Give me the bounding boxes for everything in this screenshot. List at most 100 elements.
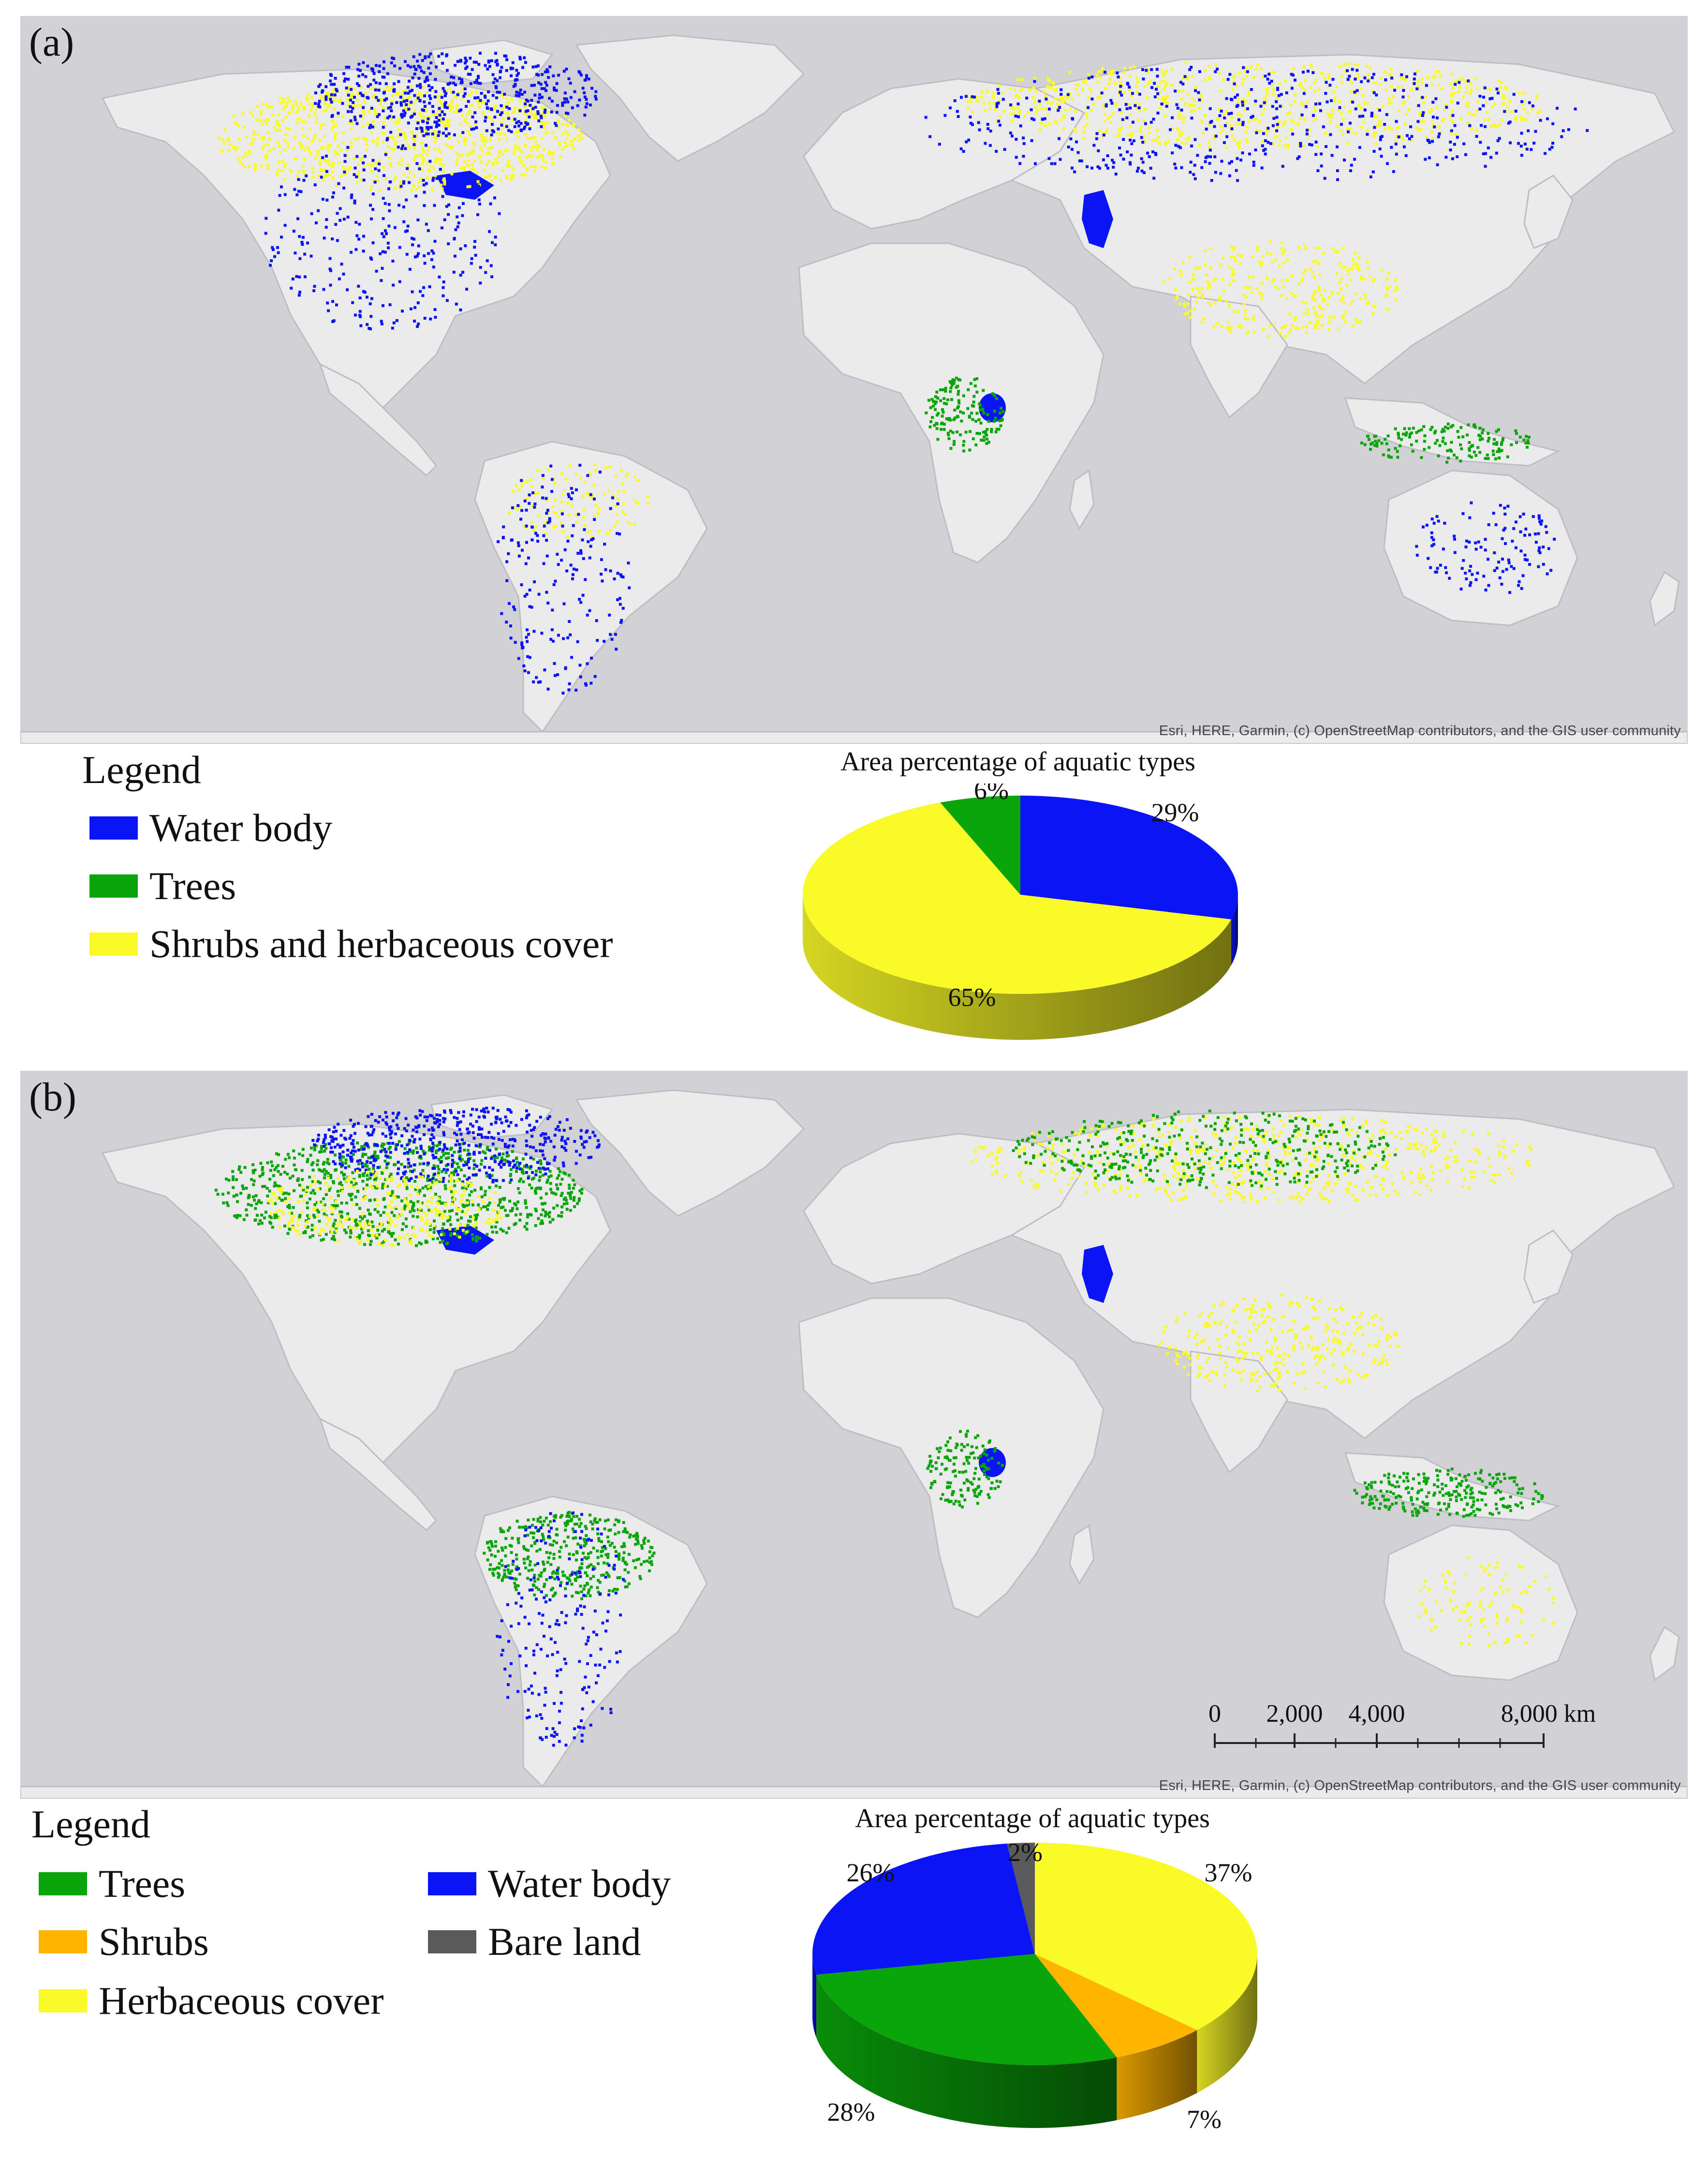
coverage-dot: [1252, 161, 1255, 164]
coverage-dot: [545, 131, 549, 134]
coverage-dot: [1190, 144, 1193, 148]
coverage-dot: [544, 1210, 547, 1213]
coverage-dot: [417, 163, 421, 167]
coverage-dot: [477, 1133, 480, 1136]
coverage-dot: [526, 100, 530, 103]
coverage-dot: [429, 126, 433, 129]
coverage-dot: [248, 150, 251, 153]
coverage-dot: [1535, 96, 1539, 99]
coverage-dot: [273, 1216, 277, 1219]
coverage-dot: [955, 385, 958, 389]
coverage-dot: [1247, 93, 1251, 96]
coverage-dot: [432, 251, 435, 255]
coverage-dot: [381, 250, 384, 253]
coverage-dot: [1198, 98, 1201, 102]
coverage-dot: [265, 103, 268, 106]
coverage-dot: [1397, 135, 1400, 139]
coverage-dot: [327, 92, 331, 96]
coverage-dot: [1420, 81, 1424, 85]
coverage-dot: [359, 324, 363, 327]
coverage-dot: [516, 504, 520, 507]
coverage-dot: [1002, 110, 1006, 113]
coverage-dot: [1128, 89, 1131, 92]
coverage-dot: [349, 1229, 353, 1232]
coverage-dot: [1229, 326, 1233, 329]
coverage-dot: [413, 1138, 416, 1141]
coverage-dot: [1137, 106, 1141, 109]
coverage-dot: [488, 1149, 491, 1152]
coverage-dot: [538, 1179, 541, 1182]
coverage-dot: [358, 296, 362, 299]
coverage-dot: [1212, 136, 1216, 140]
coverage-dot: [476, 96, 480, 99]
coverage-dot: [414, 68, 418, 71]
coverage-dot: [494, 236, 497, 239]
coverage-dot: [346, 154, 349, 157]
coverage-dot: [455, 108, 458, 111]
coverage-dot: [334, 98, 337, 102]
coverage-dot: [321, 1169, 324, 1173]
coverage-dot: [1388, 97, 1391, 101]
coverage-dot: [927, 399, 930, 402]
coverage-dot: [378, 64, 382, 68]
coverage-dot: [1231, 274, 1234, 277]
coverage-dot: [416, 1215, 419, 1218]
coverage-dot: [338, 161, 341, 164]
coverage-dot: [316, 149, 320, 153]
coverage-dot: [406, 64, 410, 67]
coverage-dot: [1284, 324, 1287, 327]
coverage-dot: [539, 469, 542, 473]
coverage-dot: [427, 1209, 431, 1212]
coverage-dot: [975, 95, 978, 99]
coverage-dot: [316, 152, 320, 156]
coverage-dot: [1449, 82, 1452, 86]
coverage-dot: [1225, 122, 1228, 125]
coverage-dot: [522, 480, 525, 483]
coverage-dot: [523, 1165, 526, 1168]
coverage-dot: [488, 138, 492, 142]
coverage-dot: [1063, 99, 1066, 103]
coverage-dot: [1337, 108, 1340, 111]
coverage-dot: [1348, 79, 1352, 82]
coverage-dot: [394, 142, 397, 146]
coverage-dot: [568, 620, 571, 623]
coverage-dot: [574, 513, 578, 517]
coverage-dot: [1477, 540, 1480, 544]
coverage-dot: [1359, 297, 1362, 301]
coverage-dot: [1032, 118, 1036, 121]
coverage-dot: [406, 163, 410, 166]
coverage-dot: [1142, 119, 1146, 122]
coverage-dot: [1069, 107, 1072, 111]
coverage-dot: [1439, 563, 1442, 567]
coverage-dot: [527, 1175, 530, 1178]
coverage-dot: [519, 122, 523, 125]
coverage-dot: [545, 161, 548, 164]
coverage-dot: [1044, 124, 1047, 127]
coverage-dot: [1354, 107, 1357, 111]
coverage-dot: [560, 559, 563, 562]
coverage-dot: [1435, 106, 1439, 109]
coverage-dot: [588, 609, 591, 612]
coverage-dot: [430, 188, 434, 191]
coverage-dot: [515, 78, 519, 81]
coverage-dot: [460, 1216, 463, 1220]
coverage-dot: [382, 1211, 385, 1214]
coverage-dot: [271, 246, 274, 249]
coverage-dot: [519, 517, 523, 521]
coverage-dot: [455, 151, 458, 154]
coverage-dot: [393, 226, 397, 229]
coverage-dot: [437, 148, 440, 151]
coverage-dot: [526, 628, 529, 632]
coverage-dot: [331, 320, 335, 323]
coverage-dot: [519, 1212, 522, 1216]
coverage-dot: [353, 166, 357, 170]
coverage-dot: [1122, 71, 1125, 74]
coverage-dot: [509, 164, 512, 168]
coverage-dot: [1351, 131, 1354, 134]
coverage-dot: [1464, 572, 1467, 575]
coverage-dot: [1247, 330, 1250, 333]
coverage-dot: [993, 410, 996, 413]
coverage-dot: [953, 99, 957, 103]
coverage-dot: [428, 94, 431, 98]
coverage-dot: [580, 137, 584, 140]
